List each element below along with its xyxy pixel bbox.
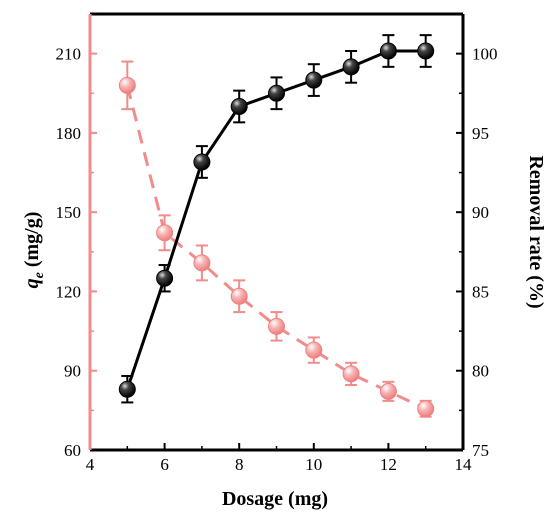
y-right-tick-label: 90: [472, 203, 489, 222]
series-layer: [118, 34, 435, 418]
y-right-tick-label: 100: [472, 45, 498, 64]
y-left-axis-title-q: q: [21, 278, 43, 288]
tick-layer: 4 6 8 10 12 14 60 90 120 150 180 210 75 80 85 90 95 100: [56, 45, 498, 474]
frame-layer: [88, 12, 465, 452]
removal-rate-point: [118, 76, 136, 94]
y-left-tick-label: 120: [56, 282, 82, 301]
y-left-tick-label: 180: [56, 124, 82, 143]
y-right-tick-label: 80: [472, 362, 489, 381]
qe-point: [305, 71, 323, 89]
qe-point: [193, 153, 211, 171]
x-tick-label: 4: [86, 455, 95, 474]
removal-rate-line: [125, 84, 427, 411]
label-layer: Dosage (mg) qe (mg/g) Removal rate (%): [21, 155, 547, 510]
removal-rate-point: [230, 287, 248, 305]
removal-rate-point: [305, 341, 323, 359]
x-tick-label: 8: [235, 455, 244, 474]
qe-series: [118, 34, 435, 404]
removal-rate-series: [118, 60, 435, 418]
y-left-tick-label: 60: [64, 441, 81, 460]
x-tick-label: 12: [380, 455, 397, 474]
removal-rate-point: [193, 254, 211, 272]
y-left-axis-title: qe (mg/g): [21, 212, 47, 289]
removal-rate-point: [342, 365, 360, 383]
x-axis-title: Dosage (mg): [222, 488, 328, 510]
y-left-axis-title-sub: e: [32, 272, 47, 278]
qe-point: [268, 84, 285, 102]
qe-point: [230, 97, 248, 115]
y-left-tick-label: 210: [56, 45, 82, 64]
y-right-tick-label: 75: [472, 441, 489, 460]
removal-rate-point: [268, 317, 285, 335]
y-left-tick-label: 90: [64, 362, 81, 381]
x-tick-label: 14: [455, 455, 473, 474]
qe-point: [417, 42, 435, 60]
x-tick-label: 10: [305, 455, 322, 474]
y-left-tick-label: 150: [56, 203, 82, 222]
y-right-axis-title: Removal rate (%): [525, 155, 547, 308]
qe-point: [342, 58, 360, 76]
qe-point: [118, 380, 136, 398]
removal-rate-point: [156, 224, 174, 242]
qe-point: [379, 42, 397, 60]
removal-rate-point: [417, 400, 435, 418]
removal-rate-point: [379, 382, 397, 400]
y-right-tick-label: 95: [472, 124, 489, 143]
y-left-axis-title-unit: (mg/g): [21, 212, 43, 273]
x-tick-label: 6: [160, 455, 169, 474]
y-right-tick-label: 85: [472, 282, 489, 301]
qe-point: [156, 269, 174, 287]
